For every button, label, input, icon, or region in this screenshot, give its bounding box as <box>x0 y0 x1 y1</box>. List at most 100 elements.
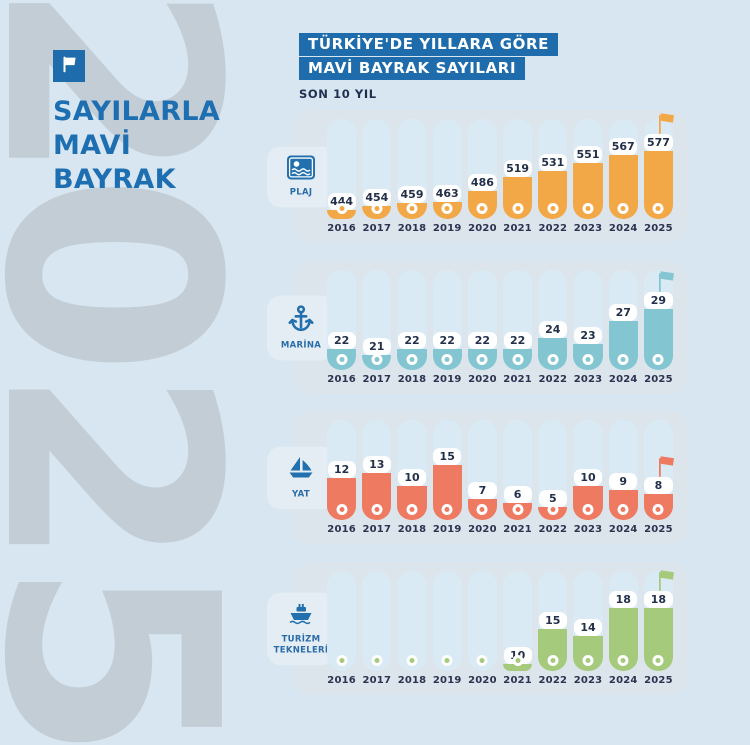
year-label: 2024 <box>608 223 638 234</box>
bar-column: 519 2021 <box>503 119 533 243</box>
bar-base-dot-center <box>550 658 556 663</box>
header-subtitle: SON 10 YIL <box>299 87 377 101</box>
bar-base-dot <box>652 655 664 666</box>
bar-base-dot-center <box>409 206 415 211</box>
bar-base-dot-center <box>374 658 380 663</box>
year-label: 2025 <box>644 223 673 234</box>
bar-base-dot-center <box>655 658 661 663</box>
chart-panel-marina: MARİNA 22 2016 21 2017 22 2018 22 2019 22 2020 22 20… <box>267 261 688 394</box>
year-label: 2016 <box>327 675 356 686</box>
year-label: 2018 <box>397 374 427 385</box>
bar-column: 454 2017 <box>362 119 392 243</box>
bar-base-dot-center <box>550 206 556 211</box>
bar-value-label: 27 <box>609 303 638 321</box>
bar-base-dot <box>617 354 629 365</box>
bar-column: 24 2022 <box>538 270 568 394</box>
bar-track: 29 <box>643 270 675 370</box>
bar-track: 519 <box>503 119 533 219</box>
year-label: 2024 <box>608 524 638 535</box>
bar-base-dot <box>441 504 453 515</box>
bar-column: 2018 <box>397 571 427 695</box>
bar-base-dot <box>512 655 524 666</box>
year-label: 2025 <box>644 675 673 686</box>
bar: 567 <box>608 138 638 219</box>
bar-track: 486 <box>467 119 498 219</box>
year-label: 2019 <box>432 223 462 234</box>
bar-base-dot-center <box>339 206 345 211</box>
bar-base-dot-center <box>655 206 661 211</box>
bar-base-dot <box>512 354 524 365</box>
brand-block: SAYILARLA MAVİ BAYRAK <box>53 50 220 196</box>
bar-base-dot-center <box>444 357 450 362</box>
bar-value-label: 444 <box>327 193 356 210</box>
bar-base-dot <box>371 203 383 214</box>
year-label: 2021 <box>503 675 532 686</box>
bar-track: 6 <box>503 420 533 520</box>
bar-base-dot <box>476 203 488 214</box>
bar-track: 22 <box>467 270 498 370</box>
chart-panel-yat: YAT 12 2016 13 2017 10 2018 15 2019 7 2020 6 2021 5 20… <box>267 411 688 544</box>
bar-value-label: 8 <box>644 477 673 495</box>
bars-row-turizm-tekneleri: 2016 2017 2018 2019 2020 10 2021 15 2022 14 2023 18… <box>327 570 675 695</box>
bar-base-dot <box>406 203 418 214</box>
bars-row-marina: 22 2016 21 2017 22 2018 22 2019 22 2020 22 2021 24 20… <box>327 270 675 394</box>
bar-track: 577 <box>643 113 675 219</box>
bar-value-label: 12 <box>327 460 356 478</box>
bar-base-dot <box>371 655 383 666</box>
bar-column: 27 2024 <box>608 270 638 394</box>
bar-base-dot <box>476 354 488 365</box>
bar-base-dot-center <box>409 357 415 362</box>
bar-base-dot-center <box>515 206 521 211</box>
year-label: 2017 <box>362 223 392 234</box>
bar-value-label: 22 <box>468 332 497 350</box>
year-label: 2025 <box>644 524 673 535</box>
bar-value-label: 22 <box>433 332 462 350</box>
bar-base-dot <box>512 504 524 515</box>
bar-base-dot <box>441 354 453 365</box>
ship-icon <box>286 601 316 630</box>
bar-track: 459 <box>397 119 427 219</box>
bar-base-dot-center <box>620 658 626 663</box>
bar-column: 22 2019 <box>432 270 462 394</box>
bar: 22 <box>432 332 462 370</box>
bar-track: 18 <box>608 571 638 671</box>
bar-column: 23 2023 <box>573 270 603 394</box>
bar-track: 22 <box>503 270 533 370</box>
bar-track: 23 <box>573 270 603 370</box>
year-label: 2020 <box>468 374 497 385</box>
bar-column: 2020 <box>467 571 498 695</box>
year-label: 2021 <box>503 374 532 385</box>
chart-panel-plaj: PLAJ 444 2016 454 2017 459 2018 463 2019 486 2020 5… <box>267 110 688 243</box>
bar: 10 <box>573 469 603 520</box>
bar-column: 459 2018 <box>397 119 427 243</box>
year-label: 2025 <box>644 374 673 385</box>
bar-track <box>362 571 392 671</box>
bar-column: 577 2025 <box>643 113 675 243</box>
chart-tab-plaj: PLAJ <box>267 145 335 208</box>
bar-base-dot-center <box>655 507 661 512</box>
bar-column: 13 2017 <box>362 420 392 544</box>
bar-base-dot <box>371 504 383 515</box>
bar: 444 <box>327 193 357 219</box>
bar-column: 22 2018 <box>397 270 427 394</box>
bar-base-dot-center <box>620 357 626 362</box>
bar-column: 2019 <box>432 571 462 695</box>
bar-column: 2016 <box>327 571 357 695</box>
bar-column: 2017 <box>362 571 392 695</box>
bar-column: 15 2019 <box>432 420 462 544</box>
bar-value-label: 567 <box>609 138 638 156</box>
bar-base-dot-center <box>339 507 345 512</box>
year-label: 2023 <box>573 374 603 385</box>
bar-track: 22 <box>397 270 427 370</box>
bar-track: 531 <box>538 119 568 219</box>
bar-base-dot-center <box>620 206 626 211</box>
blue-flag-logo <box>53 50 85 82</box>
chart-title-plaj: PLAJ <box>289 186 313 197</box>
bar-base-dot-center <box>409 658 415 663</box>
year-label: 2022 <box>538 524 568 535</box>
bar-base-dot-center <box>515 658 521 663</box>
bar-column: 531 2022 <box>538 119 568 243</box>
year-label: 2020 <box>468 675 497 686</box>
year-label: 2022 <box>538 675 568 686</box>
bar-base-dot-center <box>444 507 450 512</box>
